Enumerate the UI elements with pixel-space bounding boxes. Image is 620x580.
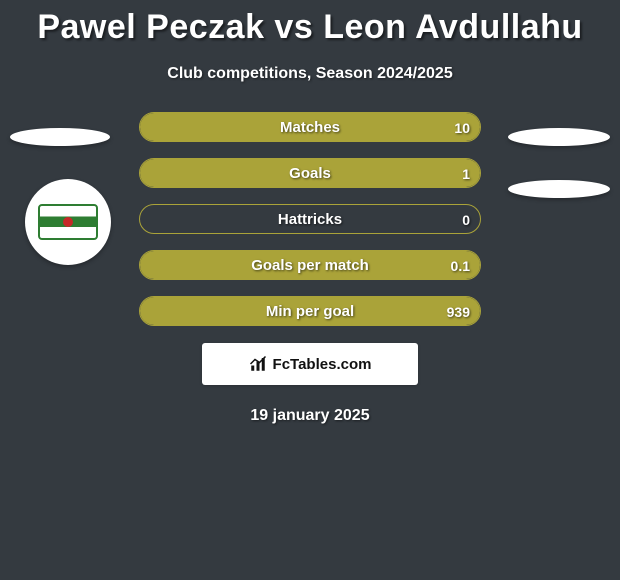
- stat-bar: Hattricks0: [139, 204, 481, 234]
- brand-text: FcTables.com: [273, 356, 372, 373]
- date-text: 19 january 2025: [0, 407, 620, 425]
- stat-value-right: 0.1: [451, 251, 470, 280]
- stat-row: Goals1: [0, 157, 620, 189]
- stat-value-right: 1: [462, 159, 470, 188]
- stat-bar: Min per goal939: [139, 296, 481, 326]
- subtitle: Club competitions, Season 2024/2025: [0, 65, 620, 83]
- stat-label: Goals: [140, 159, 480, 188]
- page-title: Pawel Peczak vs Leon Avdullahu: [0, 0, 620, 47]
- stat-value-right: 0: [462, 205, 470, 234]
- stats-container: Matches10Goals1Hattricks0Goals per match…: [0, 111, 620, 327]
- stat-label: Matches: [140, 113, 480, 142]
- stat-row: Hattricks0: [0, 203, 620, 235]
- bar-chart-icon: [249, 355, 267, 373]
- stat-value-right: 939: [447, 297, 470, 326]
- stat-label: Hattricks: [140, 205, 480, 234]
- stat-row: Goals per match0.1: [0, 249, 620, 281]
- brand-badge[interactable]: FcTables.com: [202, 343, 418, 385]
- stat-label: Min per goal: [140, 297, 480, 326]
- stat-row: Matches10: [0, 111, 620, 143]
- stat-bar: Matches10: [139, 112, 481, 142]
- stat-row: Min per goal939: [0, 295, 620, 327]
- stat-bar: Goals1: [139, 158, 481, 188]
- stat-bar: Goals per match0.1: [139, 250, 481, 280]
- stat-label: Goals per match: [140, 251, 480, 280]
- stat-value-right: 10: [454, 113, 470, 142]
